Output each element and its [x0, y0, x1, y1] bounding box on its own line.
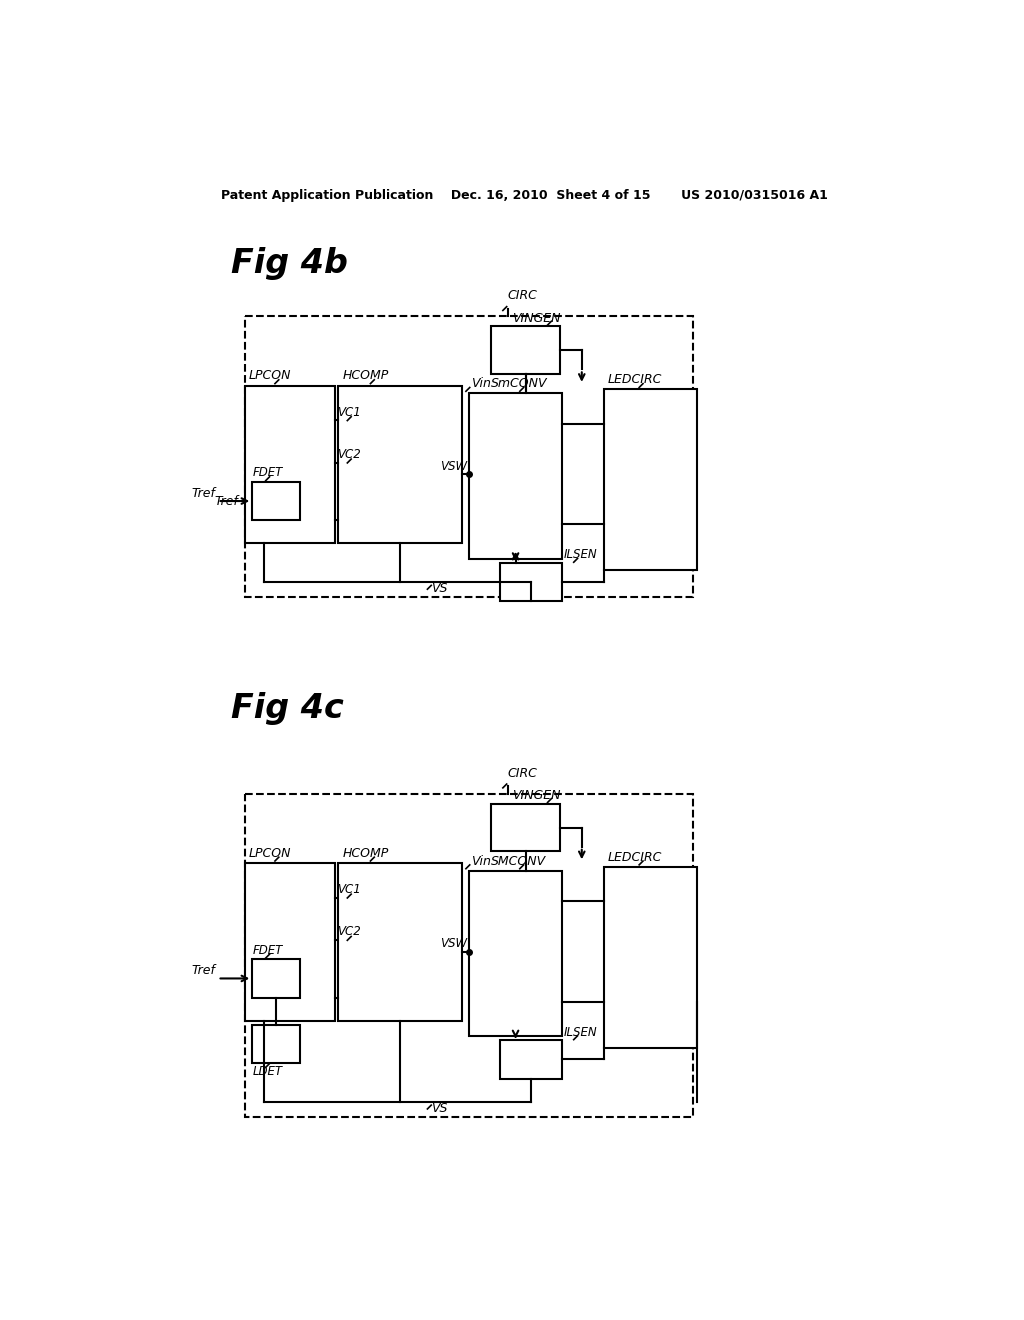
Bar: [604, 389, 696, 570]
Text: VSW: VSW: [440, 459, 467, 473]
Bar: [469, 393, 562, 558]
Text: FDET: FDET: [253, 466, 284, 479]
Text: Vin: Vin: [471, 378, 490, 391]
Bar: [500, 562, 562, 601]
Text: VS: VS: [431, 582, 447, 595]
Bar: [490, 326, 560, 374]
Bar: [252, 1024, 300, 1063]
Bar: [604, 867, 696, 1048]
Text: Tref: Tref: [191, 487, 215, 499]
Text: SmCONV: SmCONV: [490, 378, 548, 391]
Text: VC2: VC2: [337, 925, 360, 939]
Text: Fig 4b: Fig 4b: [230, 247, 347, 280]
Text: LDET: LDET: [253, 1065, 283, 1077]
Bar: [245, 863, 336, 1020]
Text: VC1: VC1: [337, 883, 360, 896]
Text: VC1: VC1: [337, 405, 360, 418]
Text: LEDCIRC: LEDCIRC: [608, 374, 663, 387]
Text: VINGEN: VINGEN: [512, 789, 560, 803]
Text: CIRC: CIRC: [508, 767, 538, 780]
Text: HCOMP: HCOMP: [342, 847, 388, 859]
Bar: [245, 793, 692, 1117]
Text: LPCON: LPCON: [249, 370, 291, 383]
Text: Patent Application Publication    Dec. 16, 2010  Sheet 4 of 15       US 2010/031: Patent Application Publication Dec. 16, …: [221, 189, 828, 202]
Text: Vin: Vin: [471, 854, 490, 867]
Text: LEDCIRC: LEDCIRC: [608, 850, 663, 863]
Text: LPCON: LPCON: [249, 847, 291, 859]
Bar: [469, 871, 562, 1036]
Bar: [339, 863, 462, 1020]
Bar: [490, 804, 560, 851]
Text: CIRC: CIRC: [508, 289, 538, 302]
Text: HCOMP: HCOMP: [342, 370, 388, 383]
Bar: [245, 385, 336, 544]
Text: Tref: Tref: [191, 964, 215, 977]
Text: VSW: VSW: [440, 937, 467, 950]
Bar: [500, 1040, 562, 1078]
Bar: [252, 482, 300, 520]
Text: ILSEN: ILSEN: [563, 548, 597, 561]
Text: SMCONV: SMCONV: [490, 854, 546, 867]
Bar: [245, 317, 692, 597]
Text: ILSEN: ILSEN: [563, 1026, 597, 1039]
Bar: [252, 960, 300, 998]
Text: VINGEN: VINGEN: [512, 312, 560, 325]
Text: Tref: Tref: [214, 495, 239, 508]
Text: Fig 4c: Fig 4c: [230, 692, 343, 725]
Text: FDET: FDET: [253, 944, 284, 957]
Text: VC2: VC2: [337, 447, 360, 461]
Bar: [339, 385, 462, 544]
Text: VS: VS: [431, 1102, 447, 1114]
